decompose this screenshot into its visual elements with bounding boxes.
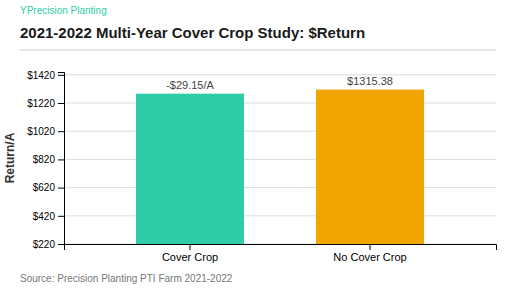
y-tick-mark [58,159,64,160]
y-tick-mark [58,188,64,189]
chart-container: YPrecision Planting 2021-2022 Multi-Year … [0,0,512,288]
y-tick: $220 [33,239,64,250]
data-label: $1315.38 [347,75,393,87]
bar [136,94,244,244]
grid-line [64,103,496,104]
y-tick: $820 [33,154,64,165]
y-tick: $420 [33,211,64,222]
y-tick-label: $1420 [27,70,55,81]
y-tick-mark [58,244,64,245]
y-tick-mark [58,103,64,104]
y-tick-label: $820 [33,154,56,165]
y-tick-label: $1220 [27,98,55,109]
y-tick-label: $620 [33,182,56,193]
source: Source: Precision Planting PTI Farm 2021… [20,273,233,284]
bars [136,90,424,244]
divider [20,50,496,51]
grid-line [64,74,496,75]
y-tick: $1220 [27,98,64,109]
y-tick: $1020 [27,126,64,137]
data-label: -$29.15/A [166,79,214,91]
x-tick: Cover Crop [162,244,218,263]
grid [64,75,496,244]
y-tick-mark [58,131,64,132]
data-labels: -$29.15/A $1315.38 [166,75,393,91]
y-tick: $1420 [27,70,64,81]
chart: YPrecision Planting 2021-2022 Multi-Year … [0,0,512,288]
y-axis: $220 $420 $620 $820 $1020 $1220 $1420 [27,70,64,250]
y-axis-title: Return/A [3,132,17,183]
grid-line [64,187,496,188]
grid-line [64,215,496,216]
y-tick: $620 [33,182,64,193]
y-axis-line [58,73,65,245]
y-tick-label: $220 [33,239,56,250]
x-tick-label: Cover Crop [162,251,218,263]
title: 2021-2022 Multi-Year Cover Crop Study: $… [20,24,365,41]
x-axis-line [65,245,497,251]
y-tick-label: $1020 [27,126,55,137]
x-tick-mark [190,244,191,250]
grid-line [64,159,496,160]
plot: -$29.15/A $1315.38 $220 $420 $620 $820 $1020 $1… [27,70,496,275]
y-tick-label: $420 [33,211,56,222]
x-tick-label: No Cover Crop [333,251,406,263]
x-tick-mark [370,244,371,250]
logo: YPrecision Planting [20,5,107,16]
y-tick-mark [58,216,64,217]
y-tick-mark [58,75,64,76]
x-axis: Cover Crop No Cover Crop [65,244,497,263]
x-tick: No Cover Crop [333,244,406,263]
bar [316,90,424,244]
grid-line [64,131,496,132]
